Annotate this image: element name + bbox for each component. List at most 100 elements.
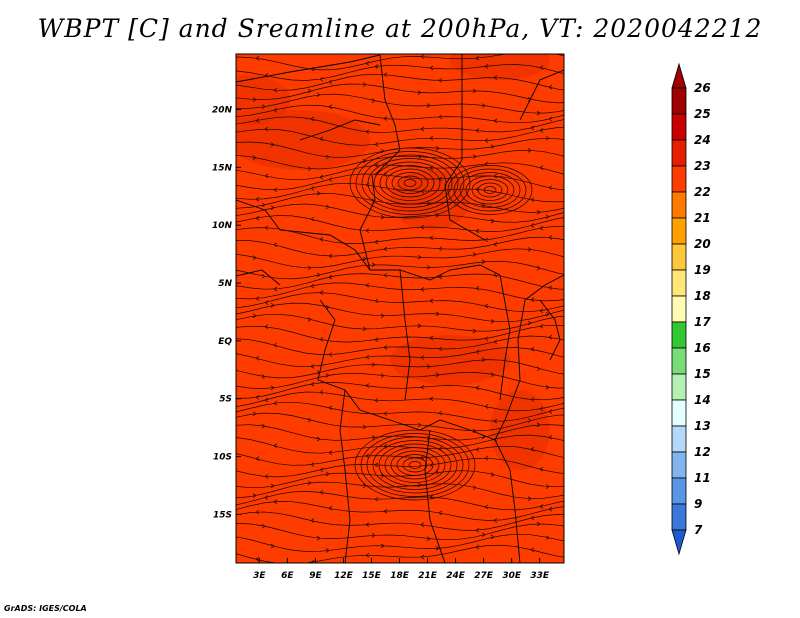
streamline-arrow [319,236,324,242]
lon-tick-label: 9E [309,571,322,581]
streamline-arrow [362,326,367,332]
colorbar-label: 24 [694,133,711,147]
streamline [236,501,564,521]
streamline-arrow [319,467,324,473]
streamline-arrow [539,308,544,314]
streamline-arrow [374,64,379,69]
streamline-arrow [417,422,422,428]
streamline-arrow [328,79,333,85]
streamline-arrow [252,411,257,417]
streamline-vortex [471,179,509,201]
streamline-arrow [325,373,330,378]
streamline-arrow [307,265,312,271]
streamline-arrow [325,154,330,160]
streamline-arrow [493,118,498,124]
streamline-arrow [417,254,422,260]
colorbar-label: 13 [694,419,711,433]
streamline-arrow [536,265,541,271]
streamline-arrow [365,522,370,528]
streamline-arrow [273,443,278,448]
streamline-arrow [548,409,553,414]
colorbar-swatch [671,113,687,141]
streamline [236,64,564,81]
streamline [236,391,564,412]
streamline [236,248,564,269]
boundary-line [359,174,376,271]
streamline [236,73,564,91]
streamline-vortex [447,165,533,215]
streamline-arrow [261,374,266,379]
streamline-arrow [362,82,367,87]
lon-tick-label: 15E [362,571,382,581]
colorbar-label: 20 [694,237,711,251]
streamline [236,533,564,552]
streamline-arrow [438,510,443,516]
streamline-arrow [548,185,553,190]
streamline-arrow [374,496,379,502]
longitude-axis: 3E 6E 9E 12E 15E 18E 21E 24E 27E 30E 33E [253,558,550,581]
colorbar-swatch [671,503,687,531]
streamline [236,149,564,170]
streamline-arrow [545,311,550,317]
streamline-arrow [420,224,425,230]
streamline-arrow [475,544,480,550]
colorbar-swatch [671,243,687,271]
streamline-arrow [493,75,498,80]
streamline-arrow [273,187,278,193]
streamline-arrow [328,505,333,511]
streamline-arrow [484,336,489,341]
streamline-arrow [264,225,269,230]
streamline [236,523,564,541]
streamline-arrow [383,345,388,350]
streamline-arrow [420,355,425,360]
streamline-vortex [483,186,497,194]
streamline-arrow [420,522,425,527]
streamline [236,424,564,441]
streamline-arrow [374,298,379,304]
lon-tick-label: 12E [334,571,354,581]
streamline [236,182,564,203]
streamline-arrow [426,536,431,541]
lon-tick-label: 21E [418,571,438,581]
streamline-arrow [536,422,541,428]
streamline-arrow [493,339,498,345]
streamline-arrow [310,364,315,369]
streamline-arrow [310,381,315,387]
streamline-arrow [374,239,379,245]
streamline-arrow [484,138,489,143]
streamline-arrow [475,228,480,234]
streamline-arrow [252,493,257,498]
streamline-arrow [264,397,269,403]
streamline-arrow [429,65,434,71]
streamline-arrow [374,397,379,403]
streamline-arrow [316,535,321,541]
boundary-line [370,264,501,281]
streamline-arrow [273,242,278,248]
streamline [236,544,564,563]
lat-tick-label: 5S [219,395,232,405]
streamline-arrow [493,418,498,424]
streamline-arrow [255,55,260,61]
streamline-arrow [252,313,257,319]
streamline-arrow [530,125,535,131]
lon-tick-label: 3E [253,571,266,581]
streamline-arrow [255,509,260,515]
colorbar-label: 21 [694,211,711,225]
streamline-arrow [261,523,266,529]
streamline-arrow [539,504,544,509]
streamline-vortex [372,440,458,490]
streamline-arrow [527,320,532,326]
streamline-arrow [270,303,275,308]
streamline-arrow [536,521,541,527]
streamline-arrow [273,107,278,113]
streamline-arrow [264,126,269,132]
streamline-arrow [484,237,489,243]
streamline-arrow [438,274,443,280]
streamline-arrow [484,455,489,461]
streamline-arrow [481,259,486,265]
streamline-arrow [493,518,498,523]
streamline-vortex [403,179,417,187]
streamline-arrow [362,483,367,489]
lon-tick-label: 27E [474,571,494,581]
boundary-line [494,274,564,441]
